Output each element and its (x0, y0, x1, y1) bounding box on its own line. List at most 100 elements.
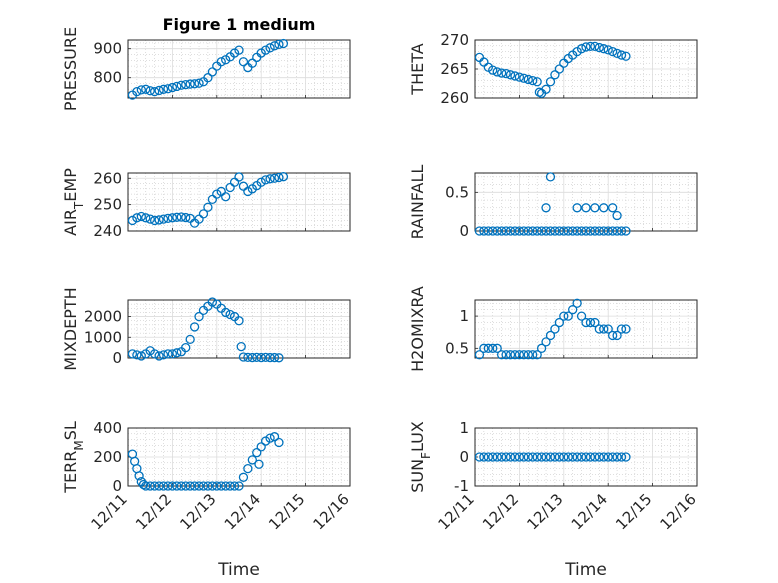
y-tick-label: 1 (459, 307, 469, 325)
data-point (607, 330, 618, 341)
data-point (141, 84, 151, 94)
y-tick-label: 0 (459, 222, 469, 240)
subplot-air_temp: 240 250 260 AIRTEMP (61, 168, 351, 240)
data-point (203, 73, 213, 83)
x-axis-label: Time (564, 560, 607, 580)
data-point (185, 481, 195, 491)
data-point (505, 70, 516, 80)
data-point (568, 226, 578, 236)
data-point (203, 202, 213, 212)
data-point (572, 226, 582, 236)
data-point (599, 44, 609, 54)
data-point (483, 452, 493, 462)
data-point (127, 349, 138, 359)
data-point (563, 311, 573, 321)
data-point (585, 226, 596, 236)
data-point (492, 67, 502, 77)
data-point (141, 213, 151, 223)
data-point (528, 226, 538, 236)
data-point (607, 46, 618, 57)
data-point (519, 226, 529, 236)
data-point (550, 70, 560, 80)
data-point (212, 481, 222, 491)
data-point (572, 298, 582, 308)
y-axis-label: PRESSURE (61, 27, 80, 111)
data-point (221, 192, 231, 202)
data-point (505, 452, 516, 462)
x-tick-label: 12/13 (176, 490, 219, 533)
data-point (590, 203, 600, 213)
data-point (572, 452, 582, 462)
data-point (252, 352, 262, 363)
data-point (158, 350, 169, 360)
data-point (523, 350, 533, 360)
y-tick-label: 260 (440, 89, 469, 107)
data-point (590, 452, 600, 462)
data-point (536, 452, 547, 462)
data-point (247, 58, 257, 68)
data-point (532, 452, 542, 462)
data-point (528, 452, 538, 462)
data-point (532, 226, 542, 236)
data-point (545, 452, 556, 462)
x-tick-label: 12/12 (132, 490, 175, 533)
data-point (612, 452, 622, 462)
data-point (132, 350, 142, 360)
data-point (496, 452, 507, 462)
y-tick-label: 0 (459, 448, 469, 466)
data-point (554, 226, 565, 236)
x-tick-label: 12/11 (435, 490, 478, 533)
data-point (550, 324, 560, 334)
data-point (599, 203, 609, 213)
data-point (576, 44, 587, 54)
data-point (163, 481, 173, 491)
data-point (194, 78, 204, 88)
data-point (590, 226, 600, 236)
data-point (194, 311, 204, 322)
data-point (172, 481, 182, 491)
data-point (154, 481, 164, 491)
data-point (505, 350, 516, 360)
data-point (136, 211, 146, 222)
data-point (616, 226, 627, 236)
data-point (532, 77, 542, 87)
data-point (585, 452, 596, 462)
x-tick-label: 12/13 (523, 490, 566, 533)
data-point (216, 481, 226, 491)
data-point (483, 226, 493, 236)
data-point (474, 452, 485, 462)
data-point (203, 481, 213, 491)
data-point (590, 317, 600, 328)
data-point (265, 43, 275, 53)
data-point (154, 215, 164, 225)
data-point (581, 317, 591, 328)
data-point (269, 173, 280, 183)
data-point (234, 316, 244, 326)
data-point (198, 481, 209, 491)
data-point (590, 41, 600, 52)
y-tick-label: 900 (93, 40, 122, 58)
data-point (550, 452, 560, 462)
data-point (545, 330, 556, 341)
data-point (585, 317, 596, 328)
data-point (519, 452, 529, 462)
data-point (474, 350, 485, 360)
data-point (234, 172, 244, 182)
data-point (234, 45, 244, 55)
data-point (541, 84, 551, 94)
data-point (599, 226, 609, 236)
x-tick-label: 12/14 (568, 490, 611, 533)
data-point (488, 226, 498, 236)
data-point (269, 352, 280, 363)
data-point (501, 452, 511, 462)
y-axis-label: H2OMIXRA (408, 286, 427, 372)
data-point (158, 84, 169, 94)
data-point (594, 324, 604, 334)
data-point (576, 311, 587, 321)
data-point (234, 481, 244, 491)
y-tick-label: 0.5 (445, 339, 469, 357)
x-tick-label: 12/16 (657, 490, 700, 533)
data-point (247, 352, 257, 363)
data-point (612, 48, 622, 58)
data-point (181, 481, 191, 491)
